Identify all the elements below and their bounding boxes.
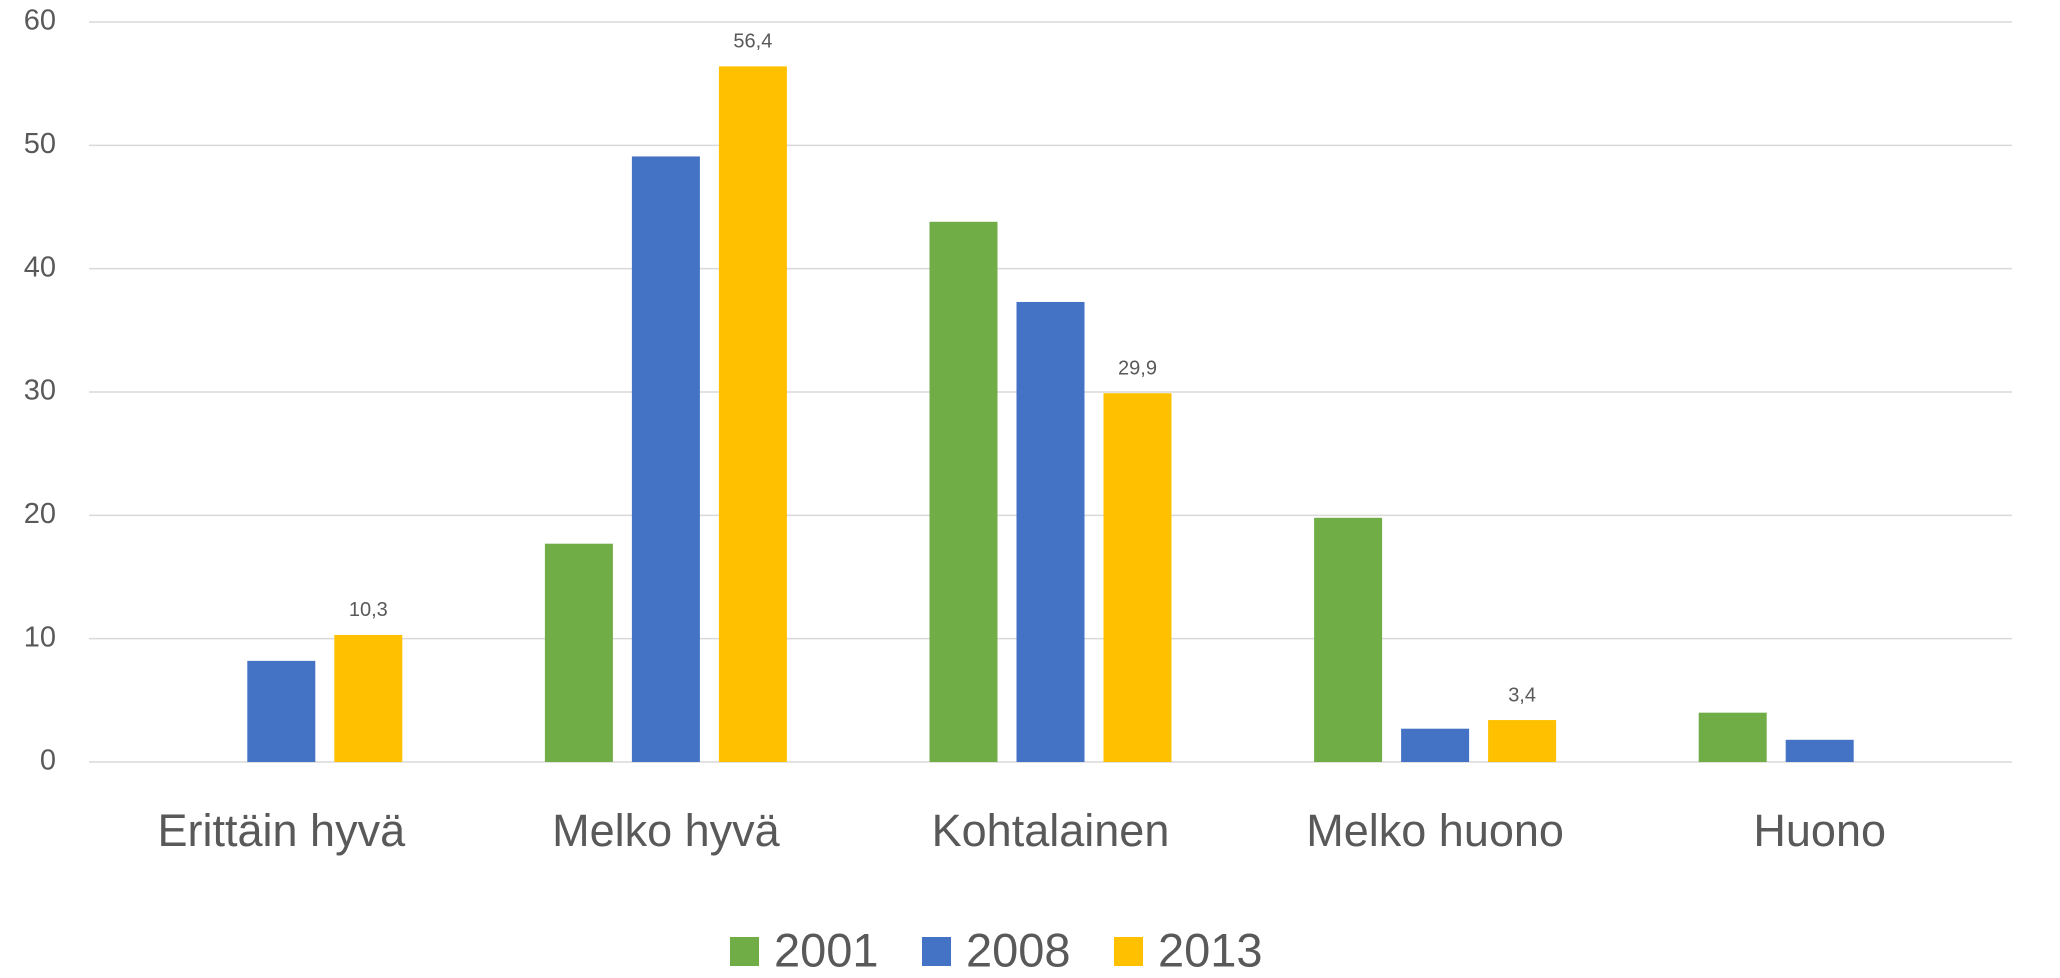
bar <box>1016 301 1085 762</box>
y-tick-label: 10 <box>24 621 56 653</box>
x-tick-label: Huono <box>1753 805 1886 856</box>
bar <box>631 156 700 762</box>
bar <box>334 634 403 762</box>
data-label: 3,4 <box>1508 684 1536 706</box>
bar <box>247 660 316 762</box>
legend-swatch <box>922 937 951 966</box>
x-tick-label: Kohtalainen <box>932 805 1170 856</box>
data-label: 29,9 <box>1118 358 1157 380</box>
x-tick-label: Melko hyvä <box>552 805 781 856</box>
bar <box>1103 393 1172 762</box>
bar <box>1314 517 1383 762</box>
x-tick-label: Melko huono <box>1306 805 1564 856</box>
y-tick-label: 50 <box>24 128 56 160</box>
data-label: 56,4 <box>733 31 772 53</box>
y-tick-label: 60 <box>24 5 56 37</box>
y-tick-label: 40 <box>24 251 56 283</box>
y-tick-label: 30 <box>24 375 56 407</box>
bar <box>1698 712 1767 762</box>
legend-label: 2008 <box>966 923 1071 976</box>
legend-label: 2013 <box>1158 923 1263 976</box>
bar <box>1785 739 1854 762</box>
y-tick-label: 20 <box>24 498 56 530</box>
bar <box>929 221 998 763</box>
bar <box>1401 728 1470 762</box>
legend-swatch <box>1114 937 1143 966</box>
y-tick-label: 0 <box>40 745 56 777</box>
legend-swatch <box>730 937 759 966</box>
bar <box>718 66 787 762</box>
bar <box>1488 720 1557 762</box>
data-label: 10,3 <box>349 599 388 621</box>
x-tick-label: Erittäin hyvä <box>157 805 406 856</box>
legend-label: 2001 <box>774 923 879 976</box>
bar <box>544 543 613 762</box>
